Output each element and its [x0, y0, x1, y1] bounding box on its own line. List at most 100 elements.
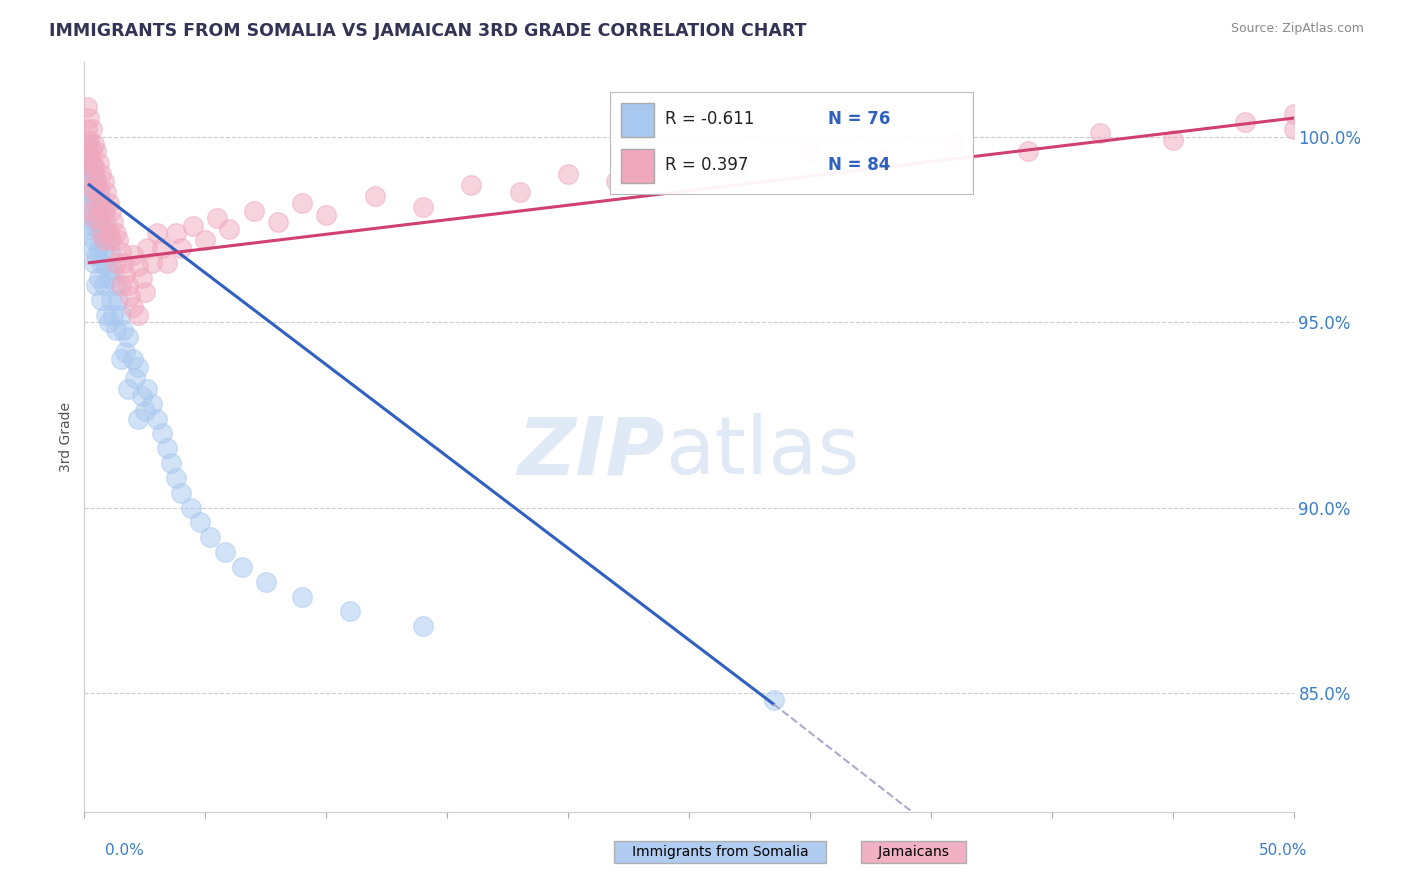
Point — [943, 136, 966, 151]
Point — [150, 426, 173, 441]
Point — [1295, 100, 1317, 114]
Point — [87, 211, 110, 226]
Point — [120, 289, 142, 303]
Point — [86, 145, 108, 159]
Point — [80, 145, 103, 159]
Point — [121, 248, 143, 262]
Point — [141, 397, 163, 411]
Point — [86, 248, 108, 262]
Point — [605, 174, 627, 188]
Point — [136, 382, 159, 396]
Point — [80, 219, 103, 233]
Text: IMMIGRANTS FROM SOMALIA VS JAMAICAN 3RD GRADE CORRELATION CHART: IMMIGRANTS FROM SOMALIA VS JAMAICAN 3RD … — [49, 22, 807, 40]
Point — [509, 186, 531, 200]
Point — [80, 122, 103, 136]
Point — [654, 155, 676, 169]
Point — [231, 560, 253, 574]
Point — [150, 241, 173, 255]
Point — [136, 241, 159, 255]
Point — [170, 485, 193, 500]
Point — [80, 181, 103, 195]
Point — [80, 241, 103, 255]
Y-axis label: 3rd Grade: 3rd Grade — [59, 402, 73, 472]
Point — [127, 260, 149, 274]
Point — [291, 196, 314, 211]
Text: atlas: atlas — [665, 413, 859, 491]
Point — [190, 516, 212, 530]
Text: ZIP: ZIP — [517, 413, 665, 491]
Point — [87, 211, 110, 226]
Point — [124, 370, 146, 384]
Point — [86, 174, 108, 188]
Point — [97, 270, 120, 285]
Point — [93, 234, 115, 248]
Point — [117, 382, 139, 396]
Point — [94, 215, 117, 229]
Point — [181, 219, 204, 233]
Point — [104, 322, 127, 336]
Point — [155, 441, 177, 455]
Point — [76, 136, 98, 151]
Point — [146, 411, 169, 425]
Point — [160, 456, 183, 470]
Point — [76, 159, 98, 173]
Point — [194, 234, 217, 248]
Point — [110, 352, 132, 367]
Point — [90, 293, 112, 307]
Text: Immigrants from Somalia: Immigrants from Somalia — [619, 845, 821, 859]
Point — [103, 263, 125, 277]
Point — [77, 203, 100, 218]
Point — [76, 136, 98, 151]
Point — [77, 133, 100, 147]
Point — [90, 196, 112, 211]
Point — [110, 278, 132, 293]
Point — [207, 211, 229, 226]
Point — [412, 200, 434, 214]
Point — [117, 278, 139, 293]
Point — [87, 186, 110, 200]
Point — [77, 222, 100, 236]
Point — [86, 196, 108, 211]
Point — [80, 174, 103, 188]
Point — [83, 159, 105, 173]
Point — [291, 590, 314, 604]
Point — [97, 226, 120, 240]
Point — [141, 256, 163, 270]
Point — [267, 215, 290, 229]
Point — [103, 308, 125, 322]
Point — [155, 256, 177, 270]
Point — [242, 203, 264, 218]
Point — [97, 234, 120, 248]
Point — [83, 189, 105, 203]
Point — [77, 148, 100, 162]
Point — [872, 152, 894, 166]
Point — [80, 159, 103, 173]
Point — [104, 256, 127, 270]
Point — [83, 211, 105, 226]
Point — [77, 186, 100, 200]
Point — [110, 244, 132, 259]
Point — [100, 203, 122, 218]
Point — [83, 167, 105, 181]
Point — [76, 122, 98, 136]
Point — [112, 256, 135, 270]
Point — [97, 315, 120, 329]
Point — [83, 181, 105, 195]
Point — [121, 352, 143, 367]
Point — [86, 174, 108, 188]
Point — [218, 222, 240, 236]
Point — [86, 219, 108, 233]
Point — [94, 222, 117, 236]
Point — [94, 308, 117, 322]
Point — [134, 285, 156, 300]
Text: Jamaicans: Jamaicans — [865, 845, 962, 859]
Point — [127, 308, 149, 322]
Point — [77, 111, 100, 125]
Point — [94, 260, 117, 274]
Point — [110, 308, 132, 322]
Point — [80, 196, 103, 211]
Point — [76, 100, 98, 114]
Point — [76, 152, 98, 166]
Point — [103, 215, 125, 229]
Point — [339, 604, 361, 618]
